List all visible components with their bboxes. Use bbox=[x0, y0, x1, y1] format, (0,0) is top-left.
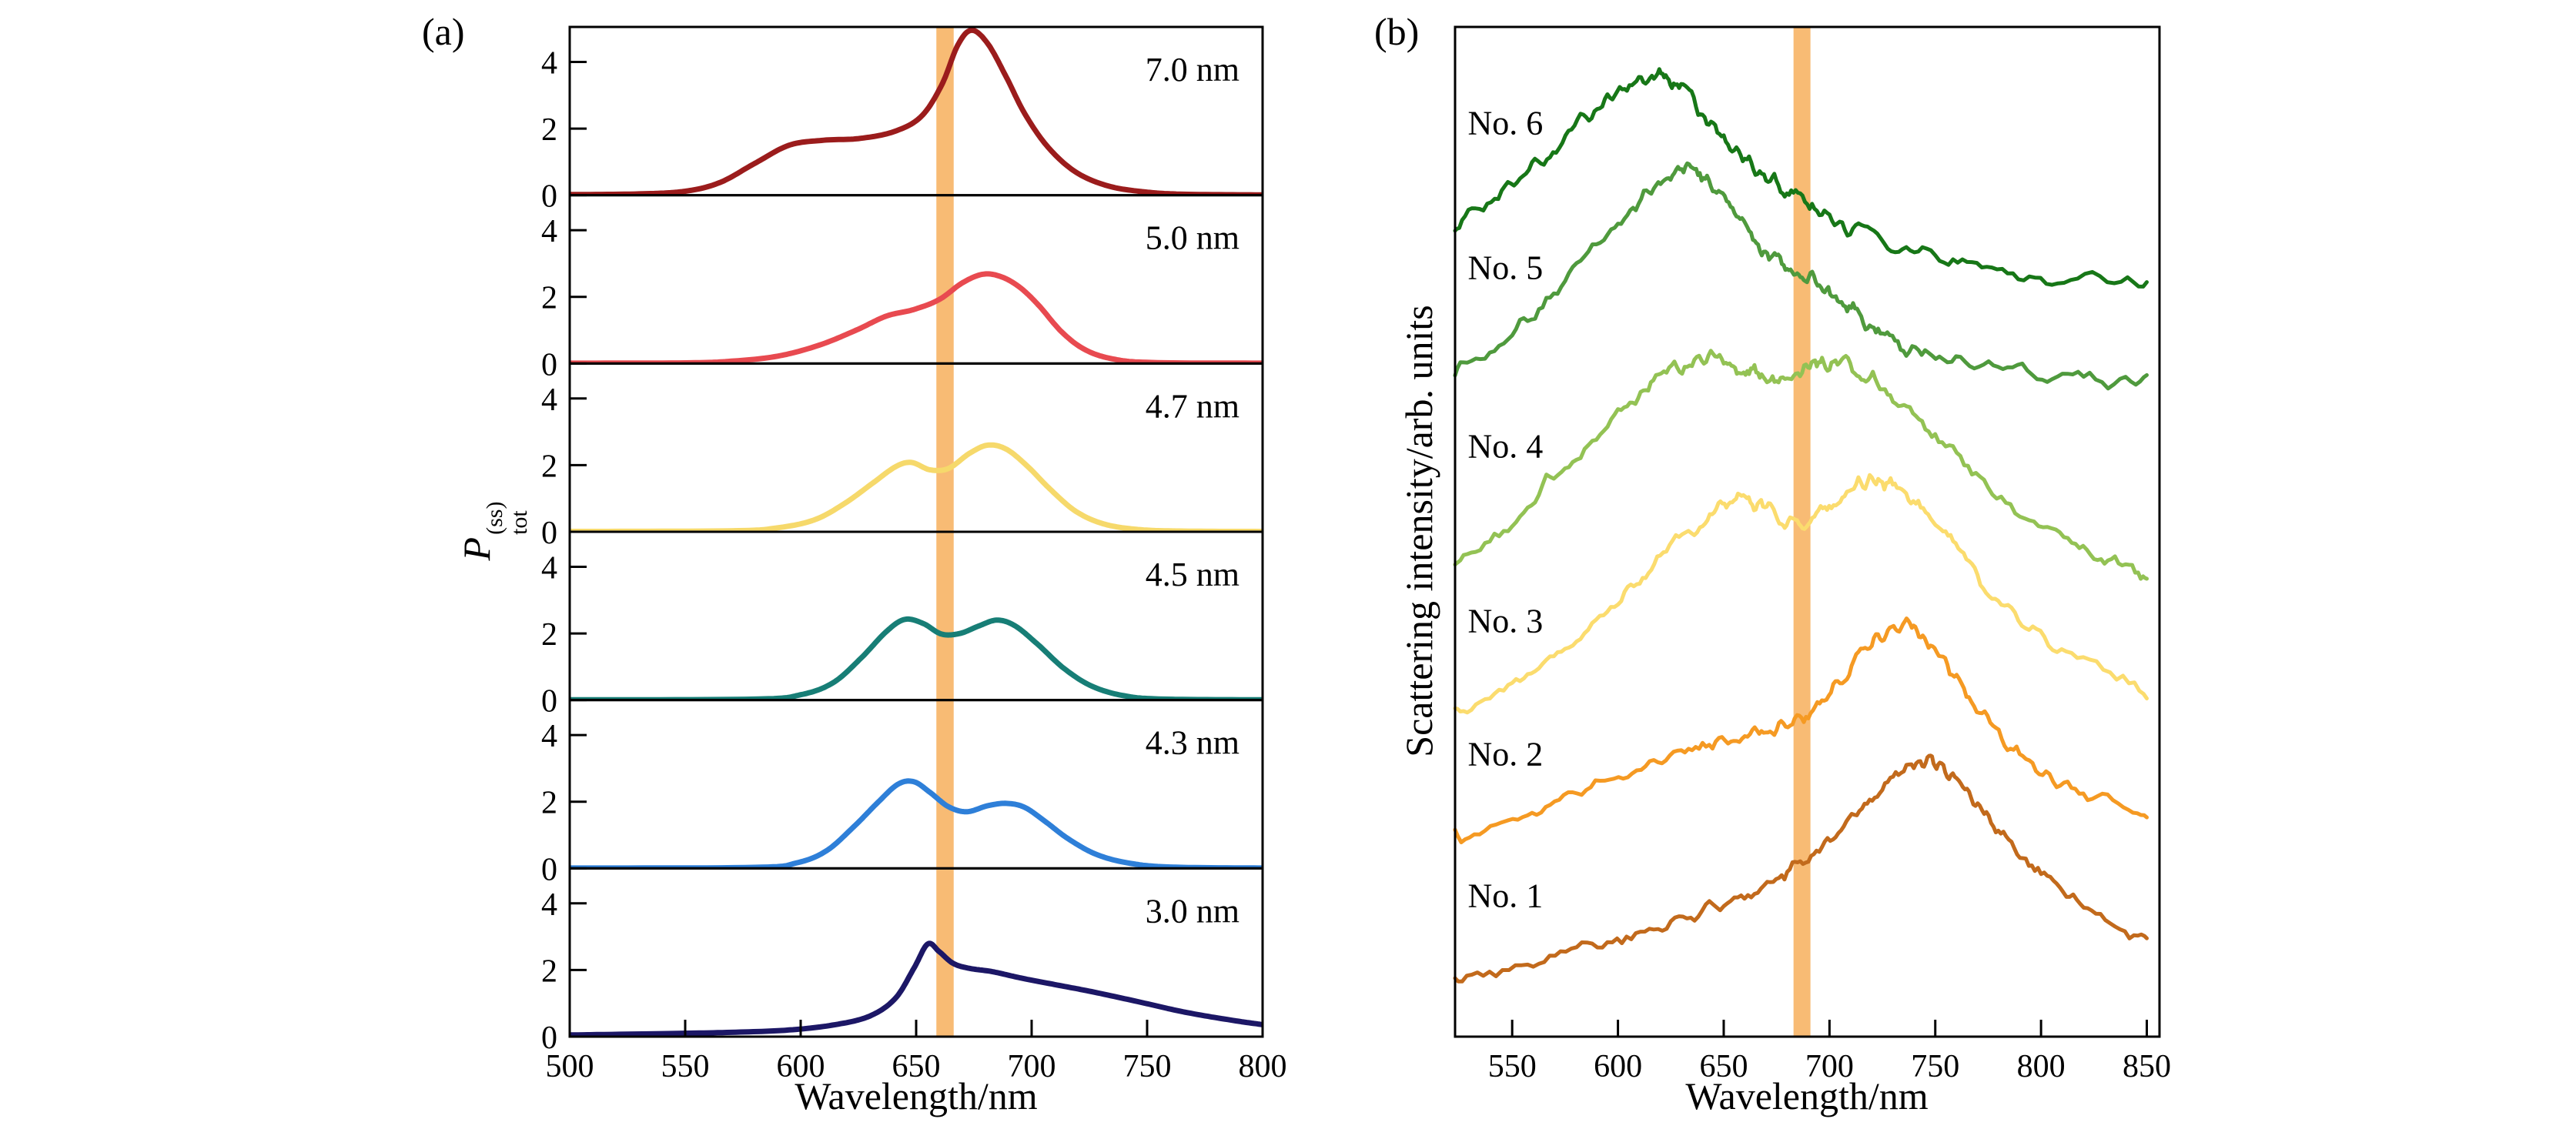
x-tick-label: 600 bbox=[1594, 1049, 1642, 1084]
x-tick-label: 850 bbox=[2123, 1049, 2171, 1084]
x-tick-label: 800 bbox=[2017, 1049, 2066, 1084]
x-tick-label: 700 bbox=[1805, 1049, 1854, 1084]
subplot-size-label: 4.5 nm bbox=[1146, 556, 1239, 593]
panel-b-ylabel: Scattering intensity/arb. units bbox=[1397, 305, 1440, 757]
y-tick-label: 4 bbox=[541, 45, 557, 81]
panel-b-border bbox=[1454, 25, 2161, 1038]
y-tick-label: 2 bbox=[541, 954, 557, 989]
y-tick-label: 2 bbox=[541, 617, 557, 653]
scattering-curve-No--6 bbox=[1453, 67, 2149, 289]
spectrum-curve-4.5-nm bbox=[570, 616, 1263, 700]
y-tick-label: 0 bbox=[541, 1020, 557, 1056]
y-tick-label: 0 bbox=[541, 852, 557, 887]
y-tick-label: 0 bbox=[541, 516, 557, 551]
x-tick-label: 650 bbox=[892, 1049, 941, 1084]
y-tick-label: 4 bbox=[541, 550, 557, 586]
scattering-curve-No--3 bbox=[1453, 473, 2149, 715]
spectrum-curve-7.0-nm bbox=[570, 27, 1263, 195]
x-tick-label: 600 bbox=[777, 1049, 825, 1084]
x-tick-label: 700 bbox=[1008, 1049, 1056, 1084]
series-label: No. 5 bbox=[1467, 249, 1543, 286]
subplot-size-label: 3.0 nm bbox=[1146, 892, 1239, 930]
spectrum-curve-4.7-nm bbox=[570, 442, 1263, 533]
x-tick-label: 550 bbox=[1488, 1049, 1537, 1084]
x-tick-label: 500 bbox=[546, 1049, 594, 1084]
panel-a-ylabel-scripts: (ss) tot bbox=[482, 501, 532, 535]
panel-a-ylabel-sub: tot bbox=[506, 510, 532, 535]
panel-a-ylabel-sup: (ss) bbox=[482, 501, 507, 535]
series-label: No. 1 bbox=[1467, 877, 1543, 914]
panel-a-letter: (a) bbox=[422, 10, 465, 53]
y-tick-label: 0 bbox=[541, 347, 557, 382]
y-tick-label: 2 bbox=[541, 281, 557, 316]
panel-b: No. 6 No. 5 No. 4 No. 3 No. 2 No. 1 550 600 650 7… bbox=[1453, 25, 2171, 1084]
y-tick-label: 0 bbox=[541, 179, 557, 215]
y-tick-label: 4 bbox=[541, 382, 557, 418]
panel-a-xlabel: Wavelength/nm bbox=[795, 1074, 1038, 1117]
y-tick-label: 4 bbox=[541, 887, 557, 923]
panel-b-xlabel: Wavelength/nm bbox=[1685, 1074, 1929, 1117]
y-tick-label: 2 bbox=[541, 112, 557, 148]
panel-a: 0 2 4 7.0 nm 0 2 4 5.0 nm 0 2 4 4.7 nm 0 2 4 4.5 nm 0 2 4 4… bbox=[541, 25, 1287, 1084]
series-label: No. 4 bbox=[1467, 427, 1543, 465]
panel-b-highlight-band bbox=[1793, 27, 1811, 1037]
subplot-size-label: 5.0 nm bbox=[1146, 219, 1239, 257]
x-tick-label: 750 bbox=[1123, 1049, 1172, 1084]
scattering-curve-No--5 bbox=[1453, 161, 2149, 391]
x-tick-label: 650 bbox=[1699, 1049, 1748, 1084]
x-tick-label: 800 bbox=[1239, 1049, 1287, 1084]
panel-a-ylabel: P (ss) tot bbox=[454, 501, 532, 561]
series-label: No. 6 bbox=[1467, 105, 1543, 142]
spectrum-curve-4.3-nm bbox=[570, 778, 1263, 869]
scattering-curve-No--2 bbox=[1453, 616, 2149, 844]
panel-a-ylabel-symbol: P bbox=[455, 536, 498, 561]
subplot-size-label: 4.3 nm bbox=[1146, 724, 1239, 762]
subplot-size-label: 7.0 nm bbox=[1146, 51, 1239, 89]
y-tick-label: 2 bbox=[541, 786, 557, 821]
y-tick-label: 4 bbox=[541, 719, 557, 754]
y-tick-label: 4 bbox=[541, 214, 557, 249]
series-label: No. 2 bbox=[1467, 736, 1543, 773]
scattering-curve-No--1 bbox=[1453, 753, 2149, 984]
spectrum-curve-3.0-nm bbox=[570, 940, 1263, 1037]
spectrum-curve-5.0-nm bbox=[570, 271, 1263, 364]
y-tick-label: 2 bbox=[541, 449, 557, 484]
scattering-curve-No--4 bbox=[1453, 349, 2149, 581]
subplot-size-label: 4.7 nm bbox=[1146, 387, 1239, 425]
x-tick-label: 550 bbox=[661, 1049, 710, 1084]
panel-b-letter: (b) bbox=[1374, 10, 1420, 53]
series-label: No. 3 bbox=[1467, 602, 1543, 640]
y-tick-label: 0 bbox=[541, 684, 557, 720]
x-tick-label: 750 bbox=[1911, 1049, 1959, 1084]
